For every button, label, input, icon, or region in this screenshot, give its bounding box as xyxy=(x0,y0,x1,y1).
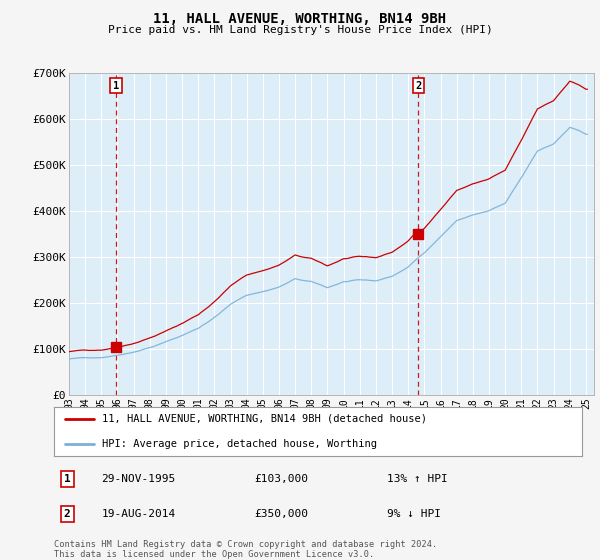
Text: 29-NOV-1995: 29-NOV-1995 xyxy=(101,474,176,484)
Text: Price paid vs. HM Land Registry's House Price Index (HPI): Price paid vs. HM Land Registry's House … xyxy=(107,25,493,35)
Text: 13% ↑ HPI: 13% ↑ HPI xyxy=(386,474,448,484)
Text: 9% ↓ HPI: 9% ↓ HPI xyxy=(386,509,440,519)
Text: 11, HALL AVENUE, WORTHING, BN14 9BH (detached house): 11, HALL AVENUE, WORTHING, BN14 9BH (det… xyxy=(101,414,427,424)
Text: 2: 2 xyxy=(64,509,71,519)
Text: HPI: Average price, detached house, Worthing: HPI: Average price, detached house, Wort… xyxy=(101,438,377,449)
Text: 1: 1 xyxy=(64,474,71,484)
Text: £103,000: £103,000 xyxy=(254,474,308,484)
Text: 1: 1 xyxy=(113,81,119,91)
Text: 19-AUG-2014: 19-AUG-2014 xyxy=(101,509,176,519)
Text: 2: 2 xyxy=(415,81,422,91)
Text: 11, HALL AVENUE, WORTHING, BN14 9BH: 11, HALL AVENUE, WORTHING, BN14 9BH xyxy=(154,12,446,26)
Text: Contains HM Land Registry data © Crown copyright and database right 2024.
This d: Contains HM Land Registry data © Crown c… xyxy=(54,540,437,559)
Text: £350,000: £350,000 xyxy=(254,509,308,519)
